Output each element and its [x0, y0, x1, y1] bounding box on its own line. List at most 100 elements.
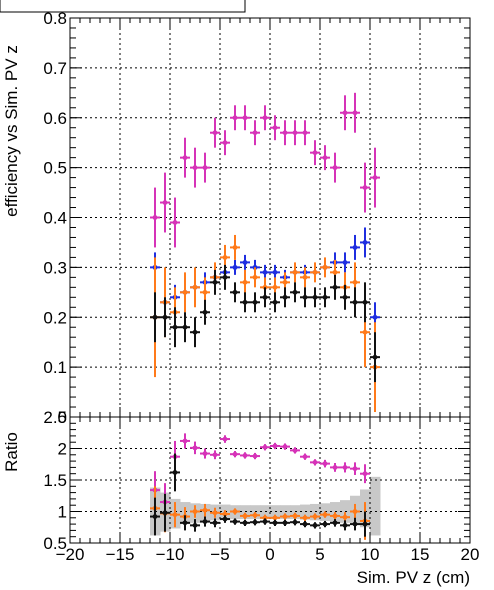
data-point — [230, 451, 240, 458]
band-segment — [310, 503, 321, 521]
data-point — [200, 516, 210, 527]
data-point — [220, 515, 230, 523]
data-point — [350, 503, 360, 520]
data-point — [270, 442, 280, 450]
data-point — [200, 503, 210, 517]
data-point — [210, 518, 220, 528]
data-point — [190, 519, 200, 532]
data-point — [250, 452, 260, 460]
data-point — [340, 95, 350, 131]
data-point — [180, 272, 190, 313]
data-point — [170, 197, 180, 248]
data-point — [230, 518, 240, 525]
x-tick-label: −5 — [210, 545, 229, 564]
data-point — [290, 519, 300, 526]
data-point — [250, 519, 260, 526]
data-point — [250, 512, 260, 519]
data-point — [260, 105, 270, 131]
data-point — [300, 520, 310, 528]
data-point — [330, 462, 340, 472]
x-tick-label: 0 — [265, 545, 274, 564]
data-point — [290, 282, 300, 303]
data-point — [340, 252, 350, 273]
data-point — [360, 464, 370, 484]
data-point — [260, 444, 270, 451]
data-point — [340, 284, 350, 310]
data-point — [360, 511, 370, 537]
data-point — [310, 522, 320, 529]
band-segment — [240, 505, 251, 520]
top-grid — [70, 18, 470, 417]
data-point — [200, 299, 210, 325]
data-point — [320, 145, 330, 171]
data-point — [360, 227, 370, 258]
data-point — [320, 287, 330, 308]
data-point — [230, 234, 240, 260]
data-point — [310, 262, 320, 283]
data-point — [240, 269, 250, 295]
data-point — [360, 282, 370, 323]
y-tick-label: 0.6 — [43, 109, 67, 128]
data-point — [230, 259, 240, 275]
data-point — [150, 292, 160, 343]
band-segment — [290, 505, 301, 520]
data-point — [340, 462, 350, 473]
data-point — [220, 264, 230, 290]
y-tick-label: 2.5 — [43, 408, 67, 427]
data-point — [170, 307, 180, 348]
y-tick-label: 0.5 — [43, 534, 67, 553]
data-point — [280, 513, 290, 520]
data-point — [350, 287, 360, 318]
y-tick-label: 0.2 — [43, 308, 67, 327]
data-point — [240, 105, 250, 131]
data-point — [310, 513, 320, 520]
x-tick-label: 5 — [315, 545, 324, 564]
data-point — [190, 317, 200, 348]
data-point — [190, 441, 200, 455]
series-0 — [150, 92, 380, 248]
data-point — [350, 92, 360, 133]
data-point — [190, 505, 200, 518]
data-point — [160, 493, 170, 532]
data-point — [210, 269, 220, 295]
data-point — [230, 105, 240, 131]
y-tick-label: 0.1 — [43, 358, 67, 377]
legend-box — [0, 0, 246, 13]
data-point — [280, 287, 290, 308]
data-point — [260, 287, 270, 308]
x-tick-label: −15 — [106, 545, 135, 564]
data-point — [320, 459, 330, 468]
bottom-y-axis-label: Ratio — [2, 432, 21, 472]
y-tick-label: 0.4 — [43, 209, 67, 228]
data-point — [200, 152, 210, 183]
data-point — [350, 234, 360, 260]
data-point — [180, 433, 190, 449]
data-point — [210, 117, 220, 148]
data-point — [270, 292, 280, 313]
data-point — [170, 502, 180, 528]
data-point — [330, 519, 340, 527]
data-point — [220, 130, 230, 156]
x-axis-label: Sim. PV z (cm) — [357, 568, 470, 587]
band-segment — [270, 505, 281, 520]
data-point — [280, 443, 290, 450]
data-point — [190, 147, 200, 188]
y-tick-label: 0.3 — [43, 258, 67, 277]
y-tick-label: 0.7 — [43, 59, 67, 78]
data-point — [270, 519, 280, 526]
y-tick-label: 0.8 — [43, 9, 67, 28]
data-point — [300, 120, 310, 146]
data-point — [310, 140, 320, 166]
data-point — [230, 282, 240, 303]
data-point — [320, 520, 330, 528]
data-point — [160, 297, 170, 338]
band-segment — [300, 504, 311, 520]
ratio-panel: 0.5 1 1.5 2 2.5 −20 −15 −10 −5 0 5 10 15 20 Ratio Sim… — [2, 408, 479, 587]
efficiency-panel: 0 0.1 0.2 0.3 0.4 0.5 0.6 0.7 0.8 efficiency vs … — [2, 9, 471, 427]
data-point — [160, 172, 170, 233]
data-point — [260, 518, 270, 525]
bottom-axis-ticks: 0.5 1 1.5 2 2.5 −20 −15 −10 −5 0 5 10 15 20 — [43, 408, 479, 564]
data-point — [250, 120, 260, 146]
series-3 — [150, 264, 380, 383]
data-point — [300, 287, 310, 308]
